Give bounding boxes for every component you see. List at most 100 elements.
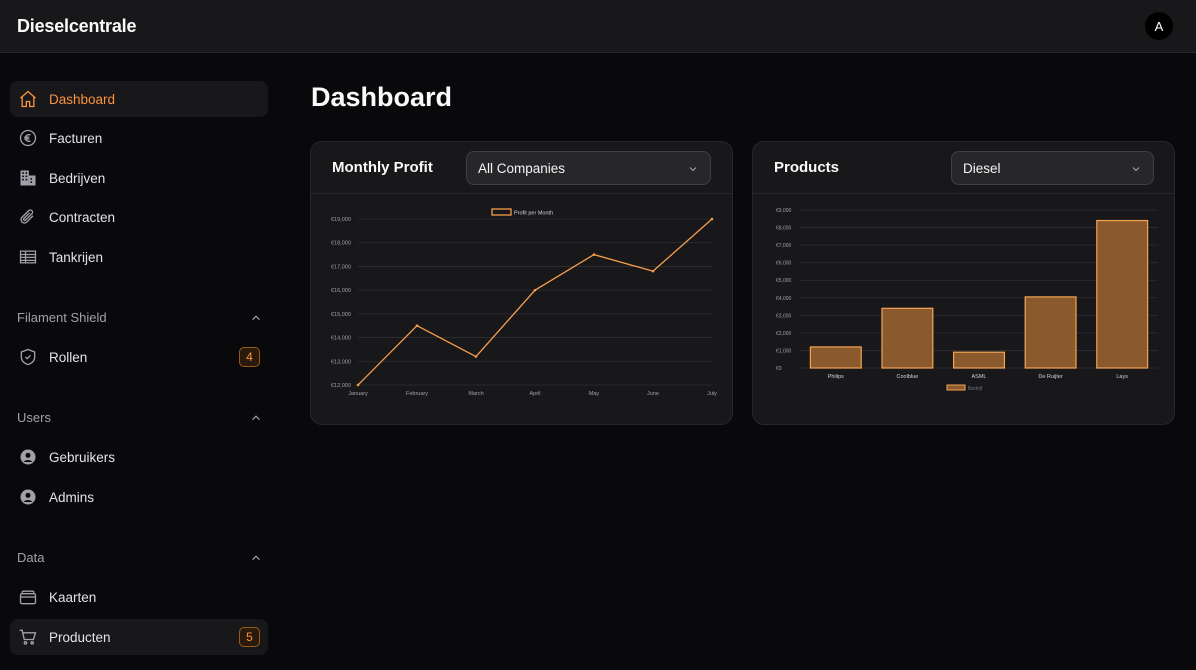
group-label: Filament Shield xyxy=(17,310,107,325)
count-badge: 5 xyxy=(239,627,260,647)
legend-swatch xyxy=(946,384,966,391)
sidebar-item-label: Contracten xyxy=(49,209,116,225)
x-tick-label: De Ruijter xyxy=(1038,374,1063,380)
x-tick-label: Philips xyxy=(828,374,844,380)
sidebar-item-label: Dashboard xyxy=(49,91,116,107)
product-filter-select[interactable]: Diesel xyxy=(951,151,1154,185)
card-title: Products xyxy=(774,159,840,176)
y-tick-label: €1,000 xyxy=(776,348,792,354)
data-point xyxy=(474,355,478,358)
chevron-up-icon[interactable] xyxy=(249,311,263,325)
x-tick-label: February xyxy=(406,391,428,397)
sidebar-item-dashboard[interactable]: Dashboard xyxy=(10,81,268,117)
app-title[interactable]: Dieselcentrale xyxy=(17,15,137,36)
x-tick-label: July xyxy=(707,391,717,397)
select-value: All Companies xyxy=(478,160,566,176)
euro-icon xyxy=(18,128,38,148)
y-tick-label: €2,000 xyxy=(776,331,792,337)
data-point xyxy=(415,324,419,328)
table-icon xyxy=(18,247,38,267)
group-label: Users xyxy=(17,410,51,425)
y-tick-label: €15,000 xyxy=(331,312,351,318)
group-filament-shield[interactable]: Filament Shield xyxy=(17,310,267,325)
sidebar-item-admins[interactable]: Admins xyxy=(10,479,268,515)
y-tick-label: €7,000 xyxy=(776,243,792,249)
x-tick-label: ASML xyxy=(972,374,987,380)
bar xyxy=(952,351,1006,369)
y-tick-label: €18,000 xyxy=(331,241,351,247)
paperclip-icon xyxy=(18,207,38,227)
sidebar-item-label: Producten xyxy=(49,629,111,645)
y-tick-label: €6,000 xyxy=(776,261,792,267)
count-badge: 4 xyxy=(239,347,260,367)
data-point xyxy=(651,269,655,273)
x-tick-label: April xyxy=(529,391,540,397)
card-header: Products Diesel xyxy=(753,142,1174,194)
y-tick-label: €3,000 xyxy=(776,313,792,319)
sidebar-item-facturen[interactable]: Facturen xyxy=(10,120,268,156)
top-bar: Dieselcentrale A xyxy=(0,0,1196,53)
company-filter-select[interactable]: All Companies xyxy=(466,151,711,185)
sidebar-item-contracten[interactable]: Contracten xyxy=(10,199,268,235)
user-circle-icon xyxy=(18,447,38,467)
y-tick-label: €19,000 xyxy=(331,217,351,223)
legend-label: Bedrijf xyxy=(968,386,983,392)
card-title: Monthly Profit xyxy=(332,159,433,176)
sidebar-item-label: Gebruikers xyxy=(49,449,116,465)
shield-check-icon xyxy=(18,347,38,367)
group-data[interactable]: Data xyxy=(17,550,267,565)
avatar[interactable]: A xyxy=(1145,12,1173,40)
profit-line-chart: €12,000 €13,000 €14,000 €15,000 €16,000 €17,0… xyxy=(311,194,732,424)
page-title: Dashboard xyxy=(311,82,453,112)
y-tick-label: €14,000 xyxy=(331,336,351,342)
y-tick-label: €13,000 xyxy=(331,359,351,365)
x-tick-label: Lays xyxy=(1116,374,1128,380)
monthly-profit-card: Monthly Profit All Companies €12,000 €13,… xyxy=(310,141,733,425)
y-tick-label: €4,000 xyxy=(776,296,792,302)
chevron-up-icon[interactable] xyxy=(249,411,263,425)
chevron-down-icon xyxy=(689,167,697,172)
bar xyxy=(881,307,934,369)
sidebar-item-label: Tankrijen xyxy=(49,249,104,265)
series-line xyxy=(357,218,713,386)
sidebar-item-label: Kaarten xyxy=(49,589,97,605)
sidebar-item-tankrijen[interactable]: Tankrijen xyxy=(10,239,268,275)
group-users[interactable]: Users xyxy=(17,410,267,425)
y-tick-label: €9,000 xyxy=(776,208,792,214)
shopping-cart-icon xyxy=(18,627,38,647)
x-tick-label: June xyxy=(647,391,659,397)
legend-swatch xyxy=(491,208,512,216)
data-point xyxy=(356,383,360,387)
select-value: Diesel xyxy=(963,160,1001,176)
sidebar: Dashboard Facturen Bedrijven Contracten … xyxy=(0,54,280,670)
x-tick-label: March xyxy=(468,391,483,397)
data-point xyxy=(533,288,537,292)
data-point xyxy=(710,217,714,221)
products-bar-chart: €0 €1,000 €2,000 €3,000 €4,000 €5,000 €6,000 €7… xyxy=(753,194,1174,424)
legend-label: Profit per Month xyxy=(514,211,553,217)
user-circle-icon xyxy=(18,487,38,507)
sidebar-item-producten[interactable]: Producten 5 xyxy=(10,619,268,655)
x-tick-label: January xyxy=(348,391,368,397)
y-tick-label: €17,000 xyxy=(331,264,351,270)
sidebar-item-rollen[interactable]: Rollen 4 xyxy=(10,339,268,375)
y-tick-label: €8,000 xyxy=(776,226,792,232)
bar xyxy=(809,346,862,369)
sidebar-item-label: Bedrijven xyxy=(49,170,106,186)
sidebar-item-gebruikers[interactable]: Gebruikers xyxy=(10,439,268,475)
sidebar-item-label: Admins xyxy=(49,489,95,505)
y-tick-label: €5,000 xyxy=(776,278,792,284)
sidebar-item-bedrijven[interactable]: Bedrijven xyxy=(10,160,268,196)
chevron-down-icon xyxy=(1132,167,1140,172)
bar xyxy=(1096,219,1149,369)
x-tick-label: Coolblue xyxy=(897,374,919,380)
y-tick-label: €16,000 xyxy=(331,288,351,294)
x-tick-label: May xyxy=(589,391,600,397)
home-icon xyxy=(18,89,38,109)
y-tick-label: €0 xyxy=(776,366,782,372)
data-point xyxy=(592,253,596,256)
chevron-up-icon[interactable] xyxy=(249,551,263,565)
card-header: Monthly Profit All Companies xyxy=(311,142,732,194)
bar xyxy=(1024,296,1077,369)
sidebar-item-kaarten[interactable]: Kaarten xyxy=(10,579,268,615)
